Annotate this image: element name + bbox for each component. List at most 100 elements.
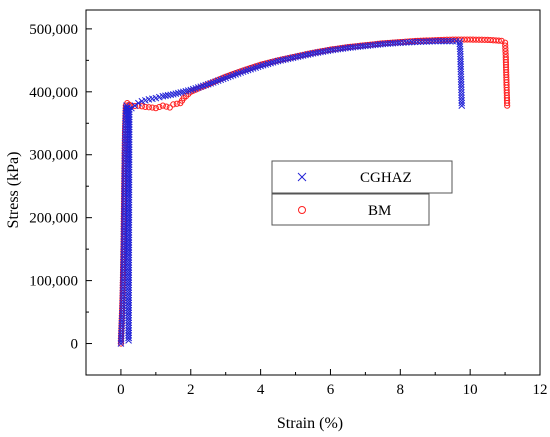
data-point-cghaz [426, 38, 433, 45]
data-point-cghaz-stroke-b [118, 330, 125, 337]
data-point-cghaz-stroke-b [376, 40, 384, 48]
data-point-cghaz-stroke-b [458, 91, 465, 99]
series-layer [117, 36, 511, 347]
data-point-cghaz-stroke-b [125, 181, 133, 189]
data-point-cghaz [131, 102, 139, 110]
data-point-cghaz [125, 334, 132, 342]
data-point-cghaz [125, 229, 133, 236]
data-point-cghaz-stroke-b [125, 264, 133, 271]
x-tick-label: 4 [257, 382, 265, 398]
data-point-cghaz-stroke-b [125, 158, 133, 166]
data-point-cghaz-stroke-b [125, 254, 133, 261]
data-point-cghaz [125, 181, 133, 189]
data-point-cghaz [125, 319, 133, 327]
data-point-cghaz [125, 231, 133, 239]
data-point-cghaz-stroke-b [182, 87, 190, 95]
data-point-cghaz-stroke-b [349, 43, 357, 51]
data-point-cghaz [125, 286, 133, 294]
data-point-cghaz-stroke-b [125, 316, 133, 324]
y-axis: 0 100,000 200,000 300,000 400,000 500,000 [29, 22, 92, 353]
data-point-cghaz [125, 191, 133, 199]
data-point-cghaz-stroke-b [125, 128, 133, 136]
data-point-cghaz-stroke-b [119, 304, 126, 312]
data-point-cghaz-stroke-b [118, 317, 126, 325]
data-point-bm [156, 103, 163, 111]
data-point-cghaz-stroke-b [125, 153, 133, 161]
data-point-cghaz-stroke-b [125, 186, 133, 194]
data-point-bm [502, 48, 509, 55]
data-point-cghaz [458, 89, 465, 96]
data-point-cghaz-stroke-b [125, 281, 133, 289]
data-point-cghaz-stroke-b [125, 219, 133, 226]
data-point-cghaz-stroke-b [405, 38, 413, 46]
data-point-cghaz [458, 94, 465, 102]
data-point-cghaz-stroke-b [457, 58, 464, 65]
data-point-cghaz [125, 148, 133, 156]
data-point-cghaz [457, 75, 465, 83]
data-point-cghaz-stroke-b [319, 48, 327, 55]
data-point-cghaz-stroke-b [125, 178, 133, 186]
data-point-cghaz [457, 63, 465, 70]
data-point-cghaz [257, 62, 264, 70]
data-point-cghaz-stroke-b [374, 41, 382, 48]
data-point-cghaz [182, 87, 190, 95]
data-point-cghaz [125, 329, 132, 337]
data-point-cghaz-stroke-b [119, 284, 127, 292]
data-point-bm [440, 36, 448, 43]
data-point-cghaz-stroke-b [417, 38, 425, 46]
data-point-cghaz-stroke-b [125, 209, 133, 216]
data-point-cghaz [272, 58, 279, 66]
x-tick-label: 10 [463, 382, 478, 398]
data-point-cghaz [128, 104, 135, 112]
data-point-cghaz [411, 38, 419, 46]
data-point-cghaz [264, 60, 272, 68]
data-point-cghaz [119, 274, 127, 281]
data-point-bm [495, 37, 502, 44]
data-point-cghaz [457, 70, 465, 78]
data-point-cghaz-stroke-b [117, 335, 125, 342]
data-point-cghaz [174, 89, 182, 97]
data-point-cghaz-stroke-b [125, 214, 133, 221]
x-tick-label: 8 [397, 382, 405, 398]
data-point-cghaz [125, 234, 133, 241]
data-point-cghaz-stroke-b [399, 39, 407, 46]
data-point-cghaz-stroke-b [389, 39, 397, 47]
data-point-cghaz [125, 151, 133, 158]
data-point-cghaz-stroke-b [357, 43, 364, 50]
data-point-cghaz-stroke-b [125, 337, 132, 344]
data-point-cghaz [164, 91, 172, 99]
data-point-cghaz [394, 39, 402, 47]
data-point-cghaz-stroke-b [125, 221, 133, 229]
data-point-cghaz-stroke-b [369, 41, 377, 49]
data-point-cghaz [456, 40, 464, 48]
data-point-cghaz-stroke-b [269, 59, 277, 66]
data-point-cghaz-stroke-b [457, 50, 464, 58]
data-point-cghaz-stroke-b [118, 309, 126, 317]
legend-box-cghaz [271, 160, 453, 194]
data-point-cghaz-stroke-b [125, 321, 133, 329]
data-point-cghaz-stroke-b [125, 296, 133, 304]
data-point-cghaz [125, 239, 133, 246]
data-point-cghaz [125, 178, 133, 186]
data-point-cghaz-stroke-b [125, 241, 133, 249]
data-point-cghaz [434, 37, 442, 45]
legend-label-cghaz: CGHAZ [360, 170, 412, 186]
data-point-cghaz-stroke-b [125, 326, 132, 334]
data-point-cghaz [267, 59, 274, 67]
data-point-cghaz-stroke-b [309, 50, 317, 57]
data-point-cghaz [125, 216, 133, 224]
data-point-cghaz-stroke-b [125, 176, 133, 184]
data-point-cghaz [428, 37, 436, 45]
x-tick-label: 0 [117, 382, 125, 398]
data-point-cghaz-stroke-b [125, 126, 133, 133]
data-point-cghaz [117, 332, 125, 340]
data-point-cghaz [125, 143, 133, 151]
data-point-cghaz [118, 320, 126, 327]
data-point-cghaz-stroke-b [119, 299, 127, 307]
x-axis: 0 2 4 6 8 10 12 [85, 369, 548, 398]
data-point-cghaz-stroke-b [125, 141, 133, 148]
data-point-cghaz [274, 57, 282, 65]
data-point-cghaz [437, 37, 445, 45]
legend-box-bm [271, 193, 430, 226]
data-point-cghaz-stroke-b [446, 37, 454, 45]
